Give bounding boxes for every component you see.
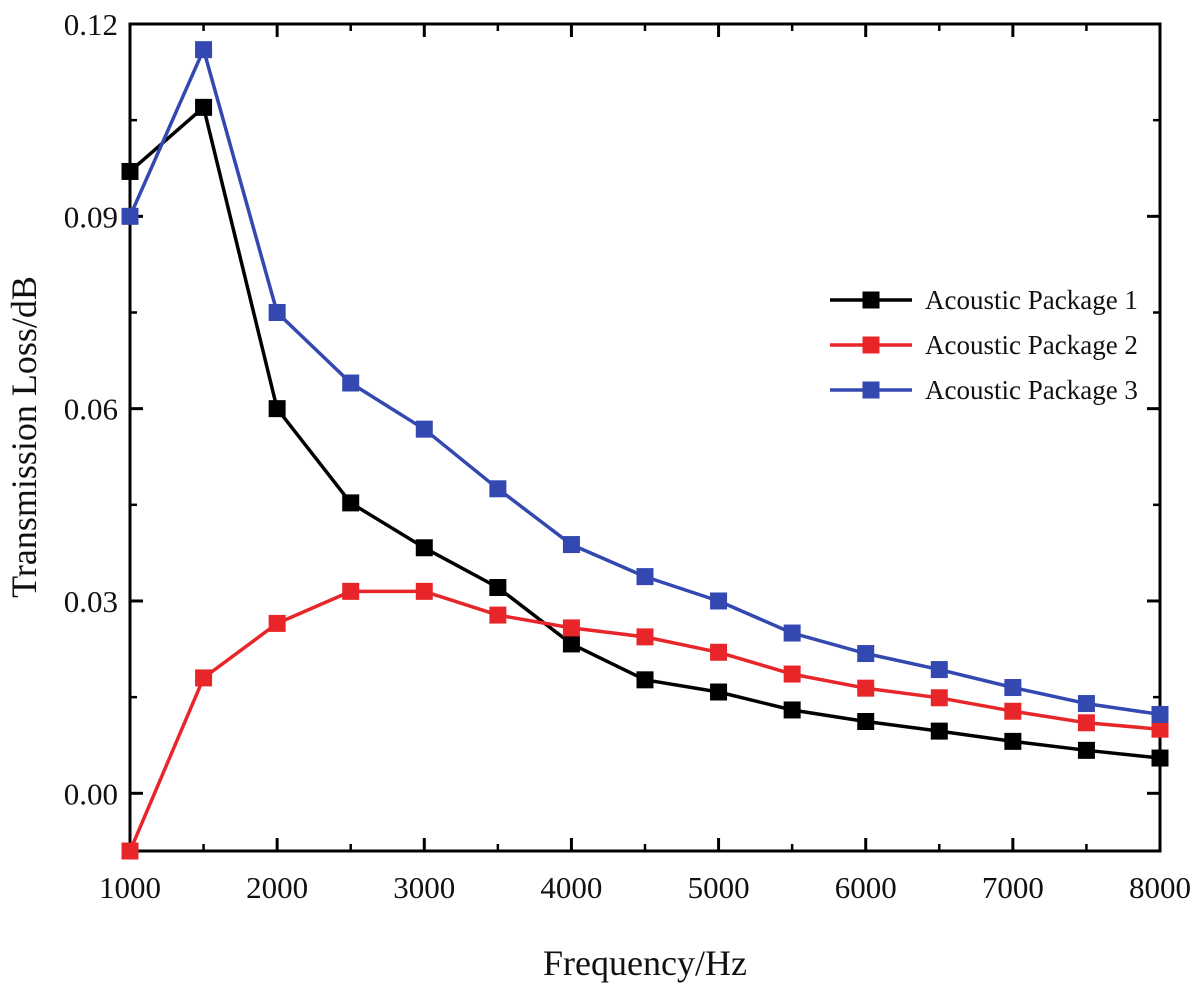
x-tick-label: 7000 [982,870,1044,905]
y-tick-label: 0.09 [64,199,118,234]
x-tick-label: 3000 [393,870,455,905]
series-2-point [1077,714,1095,732]
series-1-point [268,400,286,418]
series-1-point [857,713,875,731]
series-2-point [1004,702,1022,720]
x-axis-title: Frequency/Hz [543,943,747,983]
series-3-point [342,374,360,392]
series-3-point [783,624,801,642]
series-2-point [710,643,728,661]
series-1-point [783,701,801,719]
series-2-point [489,606,507,624]
series-2-point [636,628,654,646]
x-tick-label: 2000 [246,870,308,905]
y-tick-label: 0.06 [64,392,118,427]
series-3-point [1151,705,1169,723]
series-1-line [128,105,1161,760]
series-3-point [1077,695,1095,713]
axis-ticks [128,22,1162,851]
legend-label-2: Acoustic Package 2 [925,330,1138,360]
series-3-point [857,645,875,663]
series-1-point [195,98,213,116]
series-1-point [1077,741,1095,759]
x-tick-label: 1000 [99,870,161,905]
series-3-point [268,303,286,321]
legend-label-1: Acoustic Package 1 [925,285,1138,315]
legend-marker-3 [862,381,880,399]
series-1-point [562,635,580,653]
series-3-point [489,480,507,498]
y-axis-title: Transmission Loss/dB [4,276,44,598]
y-tick-label: 0.00 [64,776,118,811]
series-1-point [1004,732,1022,750]
series-2-point [562,619,580,637]
series-1-point [1151,749,1169,767]
series-1-point [636,671,654,689]
x-tick-label: 8000 [1129,870,1191,905]
series-2-point [857,679,875,697]
series-lines [128,47,1161,852]
series-1-point [930,722,948,740]
series-1-point [342,494,360,512]
series-3-point [195,41,213,59]
series-3-point [121,207,139,225]
series-2-point [783,665,801,683]
x-tick-label: 5000 [688,870,750,905]
y-tick-label: 0.12 [64,7,118,42]
series-2-point [195,669,213,687]
series-3-point [710,592,728,610]
series-markers [121,41,1169,860]
x-tick-label: 6000 [835,870,897,905]
series-3-point [415,420,433,438]
series-3-point [930,661,948,679]
series-2-point [268,614,286,632]
y-tick-label: 0.03 [64,584,118,619]
series-1-point [489,579,507,597]
series-3-point [562,536,580,554]
legend-marker-1 [862,291,880,309]
series-2-point [415,582,433,600]
legend: Acoustic Package 1 Acoustic Package 2 Acou… [830,285,1138,405]
legend-marker-2 [862,336,880,354]
series-1-point [710,683,728,701]
series-3-point [636,568,654,586]
series-2-point [342,582,360,600]
plot-frame [128,22,1162,853]
legend-label-3: Acoustic Package 3 [925,375,1138,405]
series-1-point [415,539,433,557]
axis-tick-labels: 1000 2000 3000 4000 5000 6000 7000 8000 0.00 0.03… [64,7,1191,905]
series-1-point [121,162,139,180]
x-tick-label: 4000 [540,870,602,905]
series-2-point [930,689,948,707]
series-3-point [1004,679,1022,697]
series-2-point [1151,720,1169,738]
series-2-point [121,842,139,860]
